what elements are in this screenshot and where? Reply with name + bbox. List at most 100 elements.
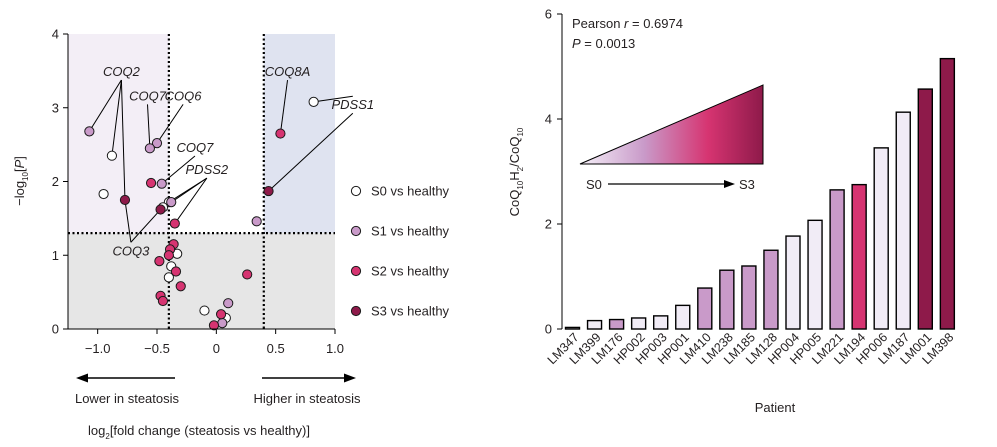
data-point-0-7: [199, 305, 210, 316]
arrow-right-icon: [724, 180, 735, 188]
volcano-axes: 0 1 2 3 4 −1.0 −0.5 0 0.5 1.0: [52, 27, 344, 357]
gradient-start-label: S0: [586, 177, 602, 192]
legend-label-1: S1 vs healthy: [371, 224, 450, 239]
data-point-3-0: [119, 194, 131, 206]
bar-lm128: [763, 249, 779, 330]
legend-marker-0: [350, 185, 362, 197]
bar-lm238: [719, 269, 735, 330]
bar-lm187: [895, 111, 911, 330]
data-point-1-2: [144, 143, 155, 154]
gene-label-coq7-1: COQ7: [129, 88, 167, 103]
bar-lm399: [586, 319, 603, 330]
gradient-arrow: [608, 180, 735, 188]
gene-label-coq8a-5: COQ8A: [265, 64, 311, 79]
legend-label-0: S0 vs healthy: [371, 184, 450, 199]
bar-lm185: [741, 265, 757, 330]
x-tick-label-1: −0.5: [144, 341, 170, 356]
data-point-3-1: [155, 204, 166, 215]
pearson-correlation-label: Pearson r = 0.6974: [572, 16, 683, 31]
data-point-2-4: [163, 250, 174, 261]
data-point-2-0: [145, 177, 157, 189]
y-tick-label-1: 1: [52, 248, 59, 263]
bar-hp004: [785, 235, 801, 330]
bar-x-axis-label: Patient: [755, 400, 796, 415]
bar-lm221: [829, 189, 845, 330]
bar-y-tick-label-0: 0: [545, 322, 552, 337]
volcano-points: [84, 96, 319, 331]
gradient-end-label: S3: [739, 177, 755, 192]
leader-line-0-0: [88, 79, 122, 132]
data-point-0-0: [106, 150, 118, 161]
data-point-1-5: [251, 216, 262, 227]
arrow-right-icon: [344, 373, 356, 383]
volcano-y-axis-label: −log10[P]: [12, 156, 30, 206]
bar-y-tick-label-1: 2: [545, 217, 552, 232]
bar-lm176: [608, 318, 625, 330]
x-tick-label-0: −1.0: [85, 341, 111, 356]
leader-line-0-1: [111, 79, 122, 156]
x-tick-label-2: 0: [213, 341, 220, 356]
y-tick-label-0: 0: [52, 322, 59, 337]
legend-marker-2: [350, 265, 362, 277]
data-point-2-10: [242, 269, 253, 280]
bar-lm398: [939, 57, 956, 330]
bar-y-tick-label-3: 6: [545, 7, 552, 22]
bar-y-axis-label: CoQ10H2/CoQ10: [507, 127, 525, 216]
y-tick-label-2: 2: [52, 174, 59, 189]
data-point-1-7: [217, 318, 228, 329]
gene-label-pdss1-6: PDSS1: [331, 97, 374, 112]
y-tick-label-4: 4: [52, 27, 59, 42]
data-point-2-6: [170, 266, 182, 277]
data-point-1-3: [156, 178, 167, 189]
bar-lm410: [697, 287, 713, 330]
data-point-3-2: [263, 185, 274, 197]
leader-line-7-0: [124, 199, 132, 243]
bar-hp002: [630, 317, 647, 330]
bar-axes: 0 2 4 6: [545, 7, 563, 337]
leader-line-7-1: [130, 209, 161, 243]
volcano-x-axis-label: log2[fold change (steatosis vs healthy)]: [88, 423, 310, 441]
y-tick-label-3: 3: [52, 100, 59, 115]
legend-marker-1: [350, 225, 362, 237]
leader-line-3-0: [161, 155, 196, 185]
data-point-2-9: [157, 295, 169, 307]
volcano-legend: S0 vs healthy S1 vs healthy S2 vs healthy S…: [350, 184, 450, 319]
leader-line-6-0: [313, 95, 353, 103]
p-value-label: P = 0.0013: [572, 36, 635, 51]
lower-arrow: [76, 373, 175, 383]
leader-line-1-0: [147, 104, 151, 149]
leader-line-5-0: [279, 79, 289, 134]
gene-label-coq3-7: COQ3: [112, 243, 150, 258]
bar-hp001: [675, 304, 691, 330]
data-point-2-1: [169, 218, 180, 229]
x-tick-label-3: 0.5: [267, 341, 285, 356]
bar-category-labels: LM347LM399LM176HP002HP003HP001LM410LM238…: [545, 330, 957, 367]
data-point-2-5: [154, 256, 165, 267]
leader-line-6-1: [268, 112, 354, 192]
leader-line-0-2: [120, 80, 126, 200]
data-point-0-1: [98, 188, 109, 200]
data-point-2-7: [175, 281, 186, 292]
data-point-1-4: [166, 197, 177, 208]
legend-label-3: S3 vs healthy: [371, 304, 450, 319]
bar-lm194: [851, 183, 867, 330]
volcano-annotation-leaders: [88, 79, 354, 243]
gene-label-coq2-0: COQ2: [103, 64, 141, 79]
data-point-0-9: [308, 96, 319, 107]
bar-hp006: [873, 147, 889, 330]
bar-lm347: [564, 326, 581, 330]
volcano-threshold-lines: [68, 34, 335, 329]
arrow-left-icon: [76, 373, 88, 383]
bar-y-tick-label-2: 4: [545, 112, 552, 127]
data-point-2-11: [215, 309, 227, 320]
volcano-threshold-regions: [68, 34, 335, 329]
gene-label-pdss2-4: PDSS2: [186, 162, 229, 177]
data-point-1-1: [151, 138, 163, 149]
bar-hp005: [807, 219, 823, 330]
bar-hp003: [653, 315, 669, 330]
legend-marker-3: [350, 305, 362, 317]
gene-label-coq7-3: COQ7: [177, 140, 215, 155]
higher-arrow: [262, 373, 356, 383]
data-point-0-6: [163, 272, 174, 283]
